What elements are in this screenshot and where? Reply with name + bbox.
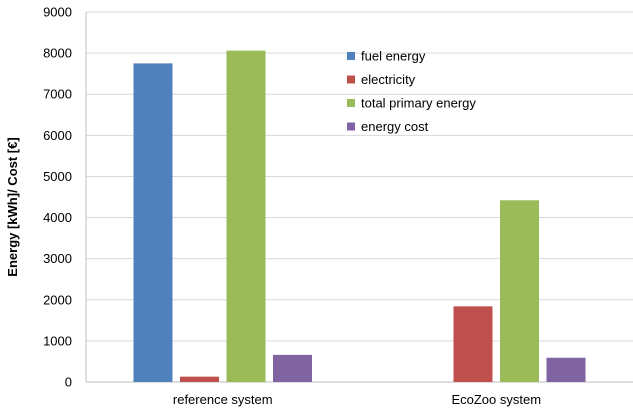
gridlines — [86, 11, 633, 342]
bar — [180, 376, 219, 382]
x-tick-label: reference system — [173, 392, 273, 407]
y-tick-label: 2000 — [43, 292, 72, 307]
legend-label: fuel energy — [361, 49, 426, 64]
legend-swatch — [347, 75, 355, 84]
bar — [273, 354, 312, 382]
y-tick-label: 3000 — [43, 251, 72, 266]
legend-swatch — [347, 99, 355, 107]
x-tick-label: EcoZoo system — [451, 392, 541, 407]
axes — [85, 12, 633, 383]
legend-label: energy cost — [361, 119, 429, 134]
y-axis-title: Energy [kWh]/ Cost [€] — [5, 137, 20, 276]
bar — [133, 63, 173, 383]
y-tick-label: 1000 — [43, 333, 72, 348]
y-tick-label: 8000 — [43, 46, 72, 61]
tick-labels: 0 1000 2000 3000 4000 5000 6000 7000 8000 9000 ref… — [43, 5, 541, 408]
legend-label: electricity — [361, 72, 416, 87]
bars — [133, 50, 586, 383]
bar — [546, 357, 586, 382]
legend-swatch — [347, 52, 355, 60]
bar — [226, 50, 266, 383]
legend-swatch — [347, 122, 355, 131]
legend-label: total primary energy — [361, 96, 476, 111]
y-tick-label: 7000 — [43, 87, 72, 102]
y-tick-label: 4000 — [43, 210, 72, 225]
y-tick-label: 9000 — [43, 5, 72, 20]
legend: fuel energy electricity total primary ener… — [347, 49, 476, 134]
y-tick-label: 6000 — [43, 128, 72, 143]
y-tick-label: 0 — [65, 375, 72, 390]
y-tick-label: 5000 — [43, 169, 72, 184]
bar — [453, 306, 493, 382]
bar — [500, 200, 539, 382]
